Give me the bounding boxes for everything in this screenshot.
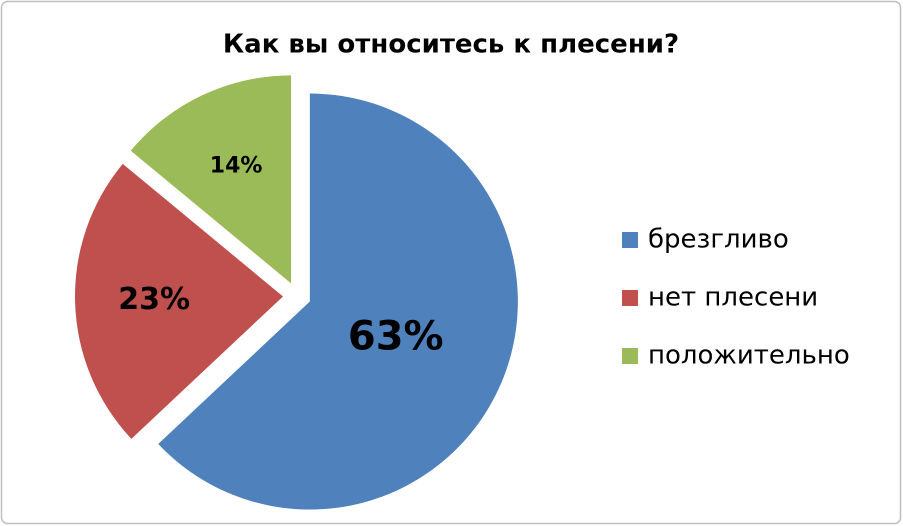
pie-slice [130, 75, 292, 284]
legend-label: положительно [648, 341, 850, 371]
pie-slice [75, 163, 284, 439]
chart-title: Как вы относитесь к плесени? [223, 30, 679, 60]
legend-label: брезгливо [648, 225, 789, 255]
data-label: 23% [118, 282, 190, 317]
data-label: 63% [348, 314, 444, 360]
legend-label: нет плесени [648, 283, 818, 313]
data-label: 14% [210, 154, 263, 179]
pie-slice [158, 93, 518, 510]
legend-swatch [622, 290, 638, 306]
legend-swatch [622, 232, 638, 248]
legend-swatch [622, 348, 638, 364]
